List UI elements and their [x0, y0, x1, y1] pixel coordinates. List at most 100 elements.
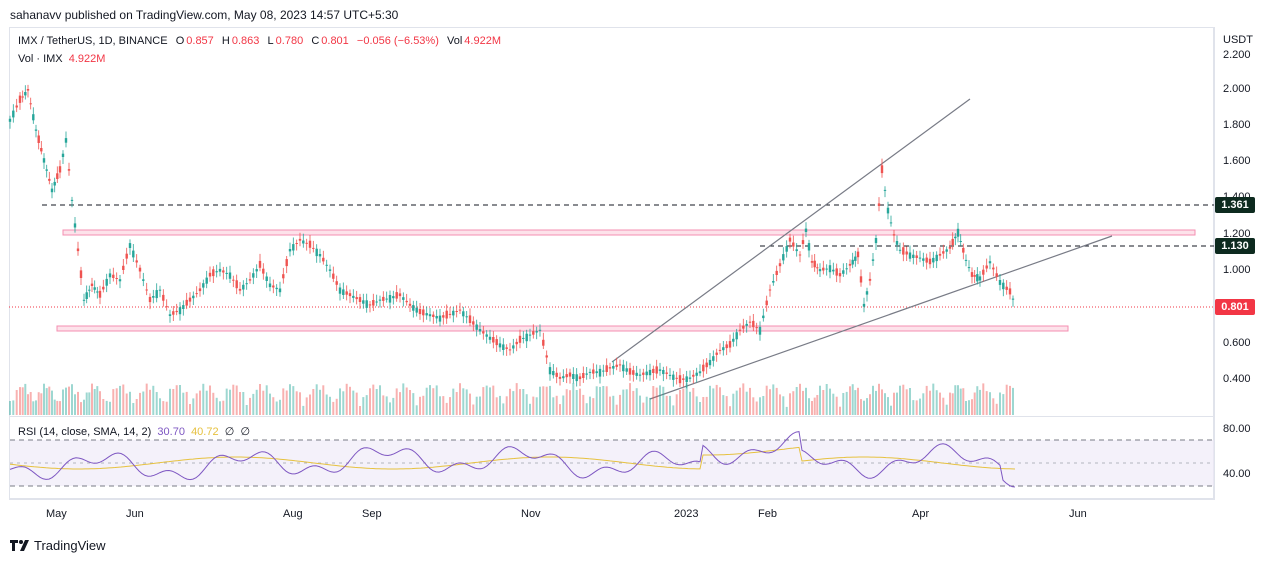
volume-bar: [662, 386, 665, 415]
candle-body: [232, 279, 235, 281]
volume-bar: [602, 386, 605, 415]
volume-bar: [392, 397, 395, 415]
candle-body: [425, 313, 428, 316]
volume-bar: [175, 385, 178, 415]
volume-bar: [519, 389, 521, 415]
wedge-lower-trendline[interactable]: [649, 235, 1113, 400]
candlesticks[interactable]: [8, 84, 1015, 389]
candle-body: [755, 327, 758, 329]
volume-bar: [499, 395, 501, 415]
level-high-tag[interactable]: 1.361: [1215, 197, 1255, 213]
price-tick: 1.200: [1223, 228, 1251, 240]
candle-body: [375, 301, 378, 303]
volume-bar: [482, 387, 485, 415]
volume-bar: [965, 401, 967, 415]
volume-bar: [779, 394, 781, 415]
rsi-value: 30.70: [157, 426, 185, 438]
current-price-tag[interactable]: 0.801: [1215, 299, 1255, 315]
volume-bar: [405, 387, 408, 415]
candle-body: [53, 181, 56, 186]
symbol-legend[interactable]: IMX / TetherUS, 1D, BINANCE O 0.857 H 0.86…: [18, 35, 503, 47]
support-zone[interactable]: [56, 325, 1069, 332]
volume-indicator-label[interactable]: Vol · IMX: [18, 53, 63, 65]
candle-body: [948, 246, 952, 249]
candle-body: [816, 267, 819, 269]
volume-bar: [102, 399, 105, 415]
candle-body: [245, 283, 248, 285]
volume-bar: [775, 387, 778, 415]
level-mid-tag[interactable]: 1.130: [1215, 238, 1255, 254]
candle-body: [962, 247, 965, 253]
volume-bar: [869, 394, 871, 415]
volume-bar: [875, 390, 877, 415]
tradingview-logo-icon: [10, 539, 29, 551]
volume-bar: [722, 395, 725, 415]
low-label: L: [267, 35, 274, 47]
candle-body: [328, 269, 332, 271]
candle-body: [255, 269, 258, 272]
chart-frame[interactable]: [9, 27, 1214, 499]
candle-body: [785, 246, 788, 252]
volume-bar: [379, 385, 381, 415]
volume-bar: [542, 386, 545, 415]
candle-body: [698, 371, 702, 374]
candle-body: [902, 247, 905, 255]
candle-body: [392, 296, 395, 299]
rsi-label[interactable]: RSI (14, close, SMA, 14, 2): [18, 426, 152, 438]
volume-bar: [819, 385, 821, 415]
candle-body: [725, 344, 728, 349]
volume-bar: [77, 391, 79, 415]
volume-bar: [802, 390, 804, 415]
candle-body: [295, 243, 298, 244]
time-label: Nov: [521, 508, 541, 520]
candle-body: [56, 173, 59, 179]
candle-body: [168, 314, 172, 316]
resistance-zone[interactable]: [62, 229, 1196, 236]
candle-body: [198, 288, 202, 292]
price-axis-currency[interactable]: USDT: [1223, 34, 1253, 46]
volume-bar: [45, 388, 48, 415]
volume-bar: [912, 400, 915, 415]
rsi-pane-separator[interactable]: [9, 416, 1214, 417]
candle-body: [308, 240, 312, 248]
volume-bar: [199, 390, 201, 415]
volume-bar: [132, 403, 135, 415]
volume-bar: [422, 395, 425, 415]
candle-body: [178, 307, 182, 315]
candle-body: [332, 273, 335, 279]
candle-body: [435, 316, 438, 319]
volume-bar: [299, 392, 301, 415]
symbol-name[interactable]: IMX / TetherUS, 1D, BINANCE: [18, 35, 168, 47]
volume-legend[interactable]: Vol · IMX 4.922M: [18, 53, 105, 65]
time-label: Sep: [362, 508, 382, 520]
wedge-upper-trendline[interactable]: [611, 98, 971, 363]
rsi-legend[interactable]: RSI (14, close, SMA, 14, 2) 30.70 40.72 …: [18, 425, 250, 438]
volume-bar: [24, 383, 27, 415]
volume-bar: [905, 389, 908, 415]
footer-branding[interactable]: TradingView: [10, 538, 106, 553]
volume-bar: [585, 403, 588, 415]
volume-bar: [96, 386, 99, 415]
candle-body: [498, 343, 502, 348]
volume-bar: [202, 383, 205, 415]
volume-bar: [119, 385, 121, 415]
candle-body: [632, 370, 635, 375]
volume-bar: [932, 383, 935, 415]
volume-bar: [872, 385, 874, 415]
volume-bar: [699, 402, 701, 415]
volume-bar: [896, 392, 898, 415]
volume-bar: [629, 383, 631, 415]
volume-bar: [842, 393, 845, 415]
volume-bar: [579, 388, 581, 415]
candle-body: [898, 249, 902, 251]
candle-body: [118, 279, 122, 282]
volume-bar: [429, 385, 431, 415]
volume-bar: [922, 393, 925, 415]
candle-body: [378, 299, 382, 301]
candle-body: [238, 288, 242, 291]
volume-bar: [51, 390, 53, 415]
volume-bar: [829, 388, 831, 415]
volume-bar: [1002, 394, 1005, 415]
price-tick: 2.200: [1223, 49, 1251, 61]
